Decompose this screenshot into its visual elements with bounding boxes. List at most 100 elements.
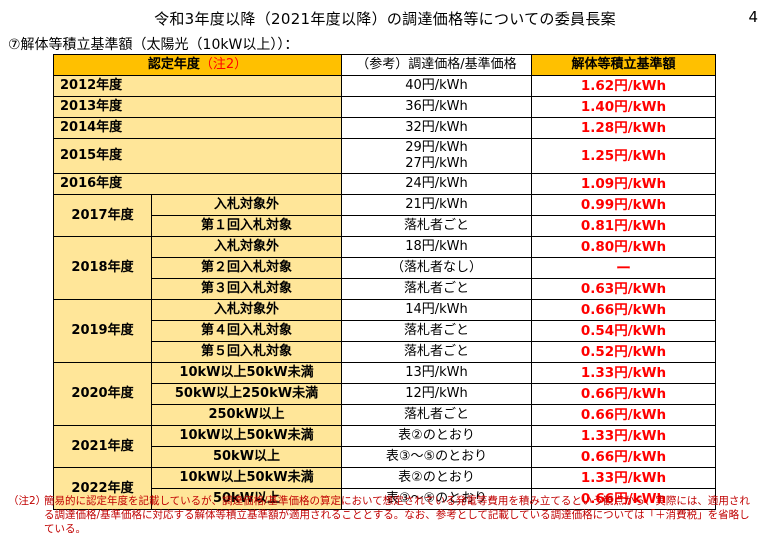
category-cell: 10kW以上50kW未満	[151, 362, 342, 384]
year-cell: 2022年度	[53, 467, 152, 510]
amount-cell: 1.28円/kWh	[531, 117, 716, 139]
amount-cell: 0.66円/kWh	[531, 383, 716, 405]
amount-cell: 0.80円/kWh	[531, 236, 716, 258]
table-row: 2019年度 入札対象外 14円/kWh 0.66円/kWh	[53, 299, 716, 363]
amount-cell: 1.33円/kWh	[531, 425, 716, 447]
category-cell: 入札対象外	[151, 299, 342, 321]
category-cell: 第４回入札対象	[151, 320, 342, 342]
price-cell: 24円/kWh	[341, 173, 532, 195]
price-cell: 落札者ごと	[341, 215, 532, 237]
amount-cell: 0.66円/kWh	[531, 488, 716, 510]
amount-cell: 1.40円/kWh	[531, 96, 716, 118]
amount-cell: 0.63円/kWh	[531, 278, 716, 300]
amount-cell: 1.25円/kWh	[531, 138, 716, 174]
year-cell: 2015年度	[53, 138, 342, 174]
year-cell: 2016年度	[53, 173, 342, 195]
page-title: 令和3年度以降（2021年度以降）の調達価格等についての委員長案	[154, 10, 616, 28]
table-row: 2016年度 24円/kWh 1.09円/kWh	[53, 173, 716, 195]
amount-cell: 0.66円/kWh	[531, 446, 716, 468]
table-row: 2012年度 40円/kWh 1.62円/kWh	[53, 75, 716, 97]
table-row: 第２回入札対象 （落札者なし） ー	[54, 257, 716, 279]
table-row: 2021年度 10kW以上50kW未満 表②のとおり 1.33円/kWh	[53, 425, 716, 468]
price-cell: 18円/kWh	[341, 236, 532, 258]
table-row: 第１回入札対象 落札者ごと 0.81円/kWh	[54, 215, 716, 237]
price-cell: 21円/kWh	[341, 194, 532, 216]
header-year-note: （注2）	[199, 57, 248, 72]
category-cell: 入札対象外	[151, 236, 342, 258]
header-price: （参考）調達価格/基準価格	[341, 54, 532, 76]
footnote-text: 簡易的に認定年度を記載しているが、調達価格/基準価格の算定において想定されている…	[44, 495, 750, 535]
section-subtitle: ⑦解体等積立基準額（太陽光（10kW以上））：	[8, 37, 299, 53]
price-cell: 落札者ごと	[341, 341, 532, 363]
price-cell: 表②のとおり	[341, 467, 532, 489]
price-cell: 32円/kWh	[341, 117, 532, 139]
table-row: 2022年度 10kW以上50kW未満 表②のとおり 1.33円/kWh	[53, 467, 716, 510]
table-row: 2015年度 29円/kWh 27円/kWh 1.25円/kWh	[53, 138, 716, 174]
table-row: 第５回入札対象 落札者ごと 0.52円/kWh	[54, 341, 716, 363]
page-number: 4	[748, 8, 758, 26]
price-cell: 落札者ごと	[341, 278, 532, 300]
table-row: 2020年度 10kW以上50kW未満 13円/kWh 1.33円/kWh	[53, 362, 716, 426]
table-row: 2017年度 入札対象外 21円/kWh 0.99円/kWh	[53, 194, 716, 237]
price-cell: 表③～⑤のとおり	[341, 488, 532, 510]
header-year: 認定年度（注2）	[53, 54, 342, 76]
year-cell: 2019年度	[53, 299, 152, 363]
year-cell: 2020年度	[53, 362, 152, 426]
amount-cell: ー	[531, 257, 716, 279]
year-cell: 2021年度	[53, 425, 152, 468]
table-row: 50kW以上250kW未満 12円/kWh 0.66円/kWh	[54, 383, 716, 405]
price-cell: 29円/kWh 27円/kWh	[341, 138, 532, 174]
price-cell: 落札者ごと	[341, 320, 532, 342]
price-cell: 落札者ごと	[341, 404, 532, 426]
amount-cell: 0.99円/kWh	[531, 194, 716, 216]
amount-cell: 0.52円/kWh	[531, 341, 716, 363]
table-row: 2018年度 入札対象外 18円/kWh 0.80円/kWh	[53, 236, 716, 300]
table-row: 第３回入札対象 落札者ごと 0.63円/kWh	[54, 278, 716, 300]
category-cell: 10kW以上50kW未満	[151, 467, 342, 489]
table-row: 2014年度 32円/kWh 1.28円/kWh	[53, 117, 716, 139]
year-cell: 2014年度	[53, 117, 342, 139]
amount-cell: 1.33円/kWh	[531, 467, 716, 489]
table-header-row: 認定年度（注2） （参考）調達価格/基準価格 解体等積立基準額	[53, 54, 716, 76]
year-cell: 2018年度	[53, 236, 152, 300]
table-row: 250kW以上 落札者ごと 0.66円/kWh	[54, 404, 716, 426]
year-cell: 2017年度	[53, 194, 152, 237]
price-cell: 40円/kWh	[341, 75, 532, 97]
category-cell: 第５回入札対象	[151, 341, 342, 363]
header-year-label: 認定年度	[147, 57, 200, 72]
year-cell: 2013年度	[53, 96, 342, 118]
table-row: 2013年度 36円/kWh 1.40円/kWh	[53, 96, 716, 118]
amount-cell: 1.62円/kWh	[531, 75, 716, 97]
category-cell: 第１回入札対象	[151, 215, 342, 237]
price-cell: 14円/kWh	[341, 299, 532, 321]
amount-cell: 0.54円/kWh	[531, 320, 716, 342]
category-cell: 50kW以上	[151, 446, 342, 468]
price-line: 27円/kWh	[405, 156, 468, 171]
table-row: 50kW以上 表③～⑤のとおり 0.66円/kWh	[54, 488, 716, 510]
amount-cell: 1.33円/kWh	[531, 362, 716, 384]
category-cell: 第３回入札対象	[151, 278, 342, 300]
price-cell: 13円/kWh	[341, 362, 532, 384]
amount-cell: 0.81円/kWh	[531, 215, 716, 237]
year-cell: 2012年度	[53, 75, 342, 97]
price-cell: 36円/kWh	[341, 96, 532, 118]
price-cell: 12円/kWh	[341, 383, 532, 405]
category-cell: 第２回入札対象	[151, 257, 342, 279]
footnote-label: （注2）	[8, 495, 47, 507]
category-cell: 250kW以上	[151, 404, 342, 426]
category-cell: 入札対象外	[151, 194, 342, 216]
amount-cell: 1.09円/kWh	[531, 173, 716, 195]
price-cell: 表②のとおり	[341, 425, 532, 447]
table-row: 第４回入札対象 落札者ごと 0.54円/kWh	[54, 320, 716, 342]
header-amount: 解体等積立基準額	[531, 54, 716, 76]
category-cell: 10kW以上50kW未満	[151, 425, 342, 447]
price-cell: 表③～⑤のとおり	[341, 446, 532, 468]
amount-cell: 0.66円/kWh	[531, 404, 716, 426]
footnote: （注2）簡易的に認定年度を記載しているが、調達価格/基準価格の算定において想定さ…	[8, 494, 763, 536]
standard-amount-table: 認定年度（注2） （参考）調達価格/基準価格 解体等積立基準額 2012年度 4…	[53, 54, 716, 510]
table-row: 50kW以上 表③～⑤のとおり 0.66円/kWh	[54, 446, 716, 468]
category-cell: 50kW以上250kW未満	[151, 383, 342, 405]
amount-cell: 0.66円/kWh	[531, 299, 716, 321]
price-line: 29円/kWh	[405, 140, 468, 155]
price-cell: （落札者なし）	[341, 257, 532, 279]
